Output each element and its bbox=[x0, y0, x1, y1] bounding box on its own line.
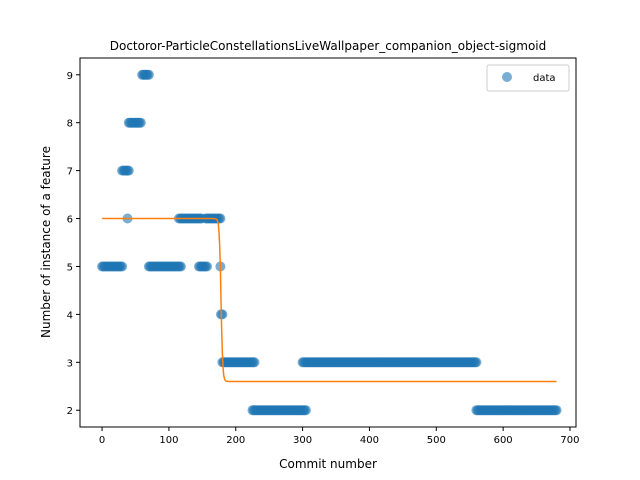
data-point bbox=[217, 309, 228, 320]
x-tick-label: 300 bbox=[293, 435, 312, 446]
data-point bbox=[123, 165, 134, 176]
y-tick-label: 3 bbox=[67, 358, 73, 369]
data-series bbox=[97, 69, 562, 416]
data-point bbox=[551, 405, 562, 416]
x-tick-label: 200 bbox=[226, 435, 245, 446]
y-axis-label: Number of instance of a feature bbox=[39, 146, 53, 338]
fit-line bbox=[102, 217, 557, 383]
data-point bbox=[202, 261, 212, 272]
legend: data bbox=[486, 64, 570, 92]
y-tick-label: 2 bbox=[67, 406, 73, 417]
data-point bbox=[300, 405, 311, 416]
y-tick-label: 4 bbox=[67, 310, 73, 321]
x-tick-label: 500 bbox=[427, 435, 446, 446]
data-point bbox=[135, 117, 146, 128]
y-axis: 2 3 4 5 6 7 8 9 bbox=[67, 71, 80, 417]
legend-box bbox=[486, 64, 570, 92]
chart-title: Doctoror-ParticleConstellationsLiveWallp… bbox=[110, 39, 547, 53]
y-tick-label: 9 bbox=[67, 71, 73, 82]
y-tick-label: 6 bbox=[67, 215, 73, 226]
y-tick-label: 8 bbox=[67, 119, 73, 130]
x-tick-label: 600 bbox=[494, 435, 513, 446]
y-tick-label: 5 bbox=[67, 262, 73, 273]
x-tick-label: 400 bbox=[360, 435, 379, 446]
data-point bbox=[143, 69, 154, 80]
data-point bbox=[471, 357, 482, 368]
data-point bbox=[215, 213, 226, 224]
legend-label-data: data bbox=[533, 73, 556, 84]
plot-frame bbox=[79, 57, 577, 428]
y-tick-label: 7 bbox=[67, 167, 73, 178]
x-tick-label: 0 bbox=[99, 435, 105, 446]
x-tick-label: 700 bbox=[560, 435, 579, 446]
legend-marker-data bbox=[502, 72, 512, 82]
x-axis: 0 100 200 300 400 500 600 700 bbox=[99, 427, 580, 446]
x-axis-label: Commit number bbox=[279, 457, 377, 471]
data-point bbox=[117, 261, 128, 272]
plot-layer bbox=[97, 69, 562, 416]
data-point bbox=[175, 261, 186, 272]
x-tick-label: 100 bbox=[159, 435, 178, 446]
data-point bbox=[249, 357, 260, 368]
